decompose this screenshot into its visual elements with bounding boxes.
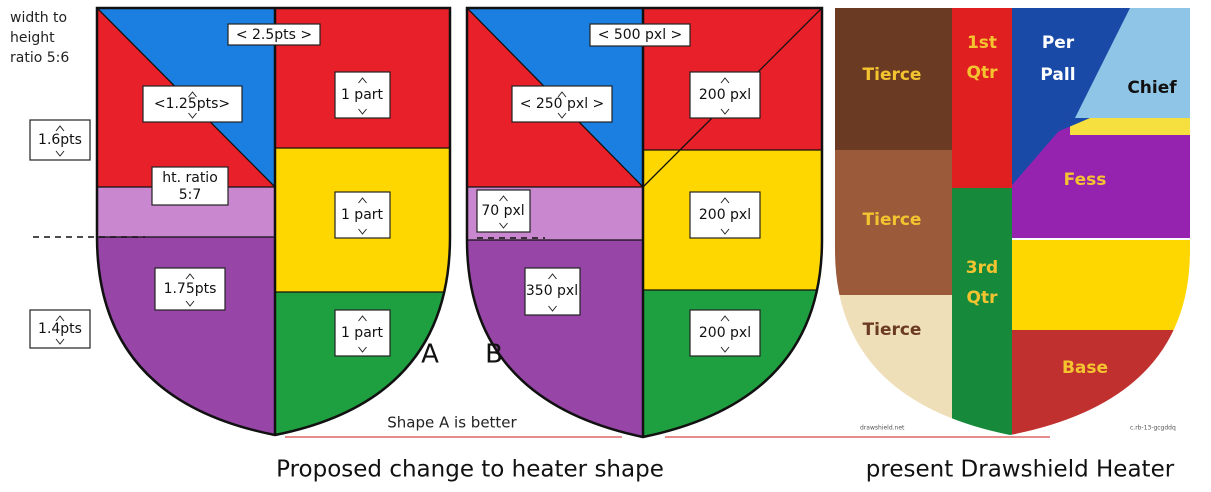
label: 350 pxl (526, 283, 578, 299)
field (952, 8, 1012, 188)
arrow-chevron (720, 228, 730, 235)
arrow-chevron (499, 222, 508, 229)
arrow-chevron (55, 338, 65, 345)
shape-letter: A (421, 340, 439, 370)
label-box (589, 23, 691, 47)
label-box (334, 191, 391, 239)
label: 1.75pts (164, 281, 217, 297)
field (835, 8, 952, 150)
label: 5:7 (179, 187, 202, 203)
left-note: width to height ratio 5:6 (10, 10, 69, 66)
per-pall: Per (1042, 33, 1075, 53)
label-box (689, 71, 761, 119)
quarter: 3rd (966, 258, 998, 278)
arrow-chevron (55, 315, 65, 322)
label: 1.6pts (38, 132, 82, 148)
note-line: height (10, 30, 55, 46)
tierce: Tierce (863, 65, 922, 85)
field (1070, 118, 1190, 135)
arrow-chevron (720, 77, 730, 84)
chief: Chief (1127, 78, 1177, 98)
label-box (524, 267, 581, 316)
arrow-chevron (499, 195, 508, 202)
note-line: width to (10, 10, 67, 26)
arrow-chevron (188, 112, 197, 119)
arrow-chevron (358, 197, 367, 204)
field (1012, 330, 1190, 435)
arrow-chevron (185, 273, 195, 280)
label: 70 pxl (481, 203, 524, 219)
quarter: Qtr (967, 63, 999, 83)
arrow-chevron (358, 108, 367, 115)
per-pall: Pall (1040, 65, 1075, 85)
quarter: 1st (967, 33, 997, 53)
arrow-chevron (557, 91, 567, 98)
label: 200 pxl (699, 87, 751, 103)
fess: Fess (1064, 170, 1107, 190)
code: c.rb-13-gcgddq (1130, 425, 1176, 432)
label: < 500 pxl > (598, 27, 683, 43)
arrow-chevron (188, 91, 197, 98)
shield-a (97, 8, 450, 435)
arrow-chevron (548, 305, 557, 312)
note-line: ratio 5:6 (10, 50, 69, 66)
arrow-chevron (720, 197, 730, 204)
arrow-chevron (720, 346, 730, 353)
arrow-chevron (55, 125, 65, 132)
drawshield-heater (835, 8, 1190, 435)
field (835, 150, 952, 295)
label: 1 part (341, 87, 384, 103)
quarter: Qtr (967, 288, 999, 308)
arrow-chevron (548, 273, 557, 280)
shield-outline (465, 6, 824, 439)
arrow-chevron (358, 77, 367, 84)
labels: < 2.5pts > <1.25pts> 1.6pts ht. ratio 5:… (29, 23, 761, 432)
comparison: Shape A is better (387, 414, 517, 432)
caption: Proposed change to heater shape (276, 457, 664, 483)
caption: present Drawshield Heater (866, 457, 1175, 483)
label: 1.4pts (38, 321, 82, 337)
arrow-chevron (358, 228, 367, 235)
label-box (154, 267, 226, 311)
field (835, 295, 952, 435)
field (952, 188, 1012, 435)
label: ht. ratio (162, 170, 218, 186)
arrow-chevron (358, 346, 367, 353)
label-box (476, 189, 531, 233)
label-box (689, 309, 761, 357)
label-box (689, 191, 761, 239)
shape-letter: B (485, 340, 503, 370)
tierce: Tierce (863, 210, 922, 230)
label-box (227, 23, 321, 46)
credit: drawshield.net (860, 425, 905, 432)
label: <1.25pts> (154, 96, 230, 112)
arrow-chevron (720, 108, 730, 115)
label-box (151, 166, 229, 206)
label-box (334, 309, 391, 357)
arrow-chevron (55, 150, 65, 157)
label: 200 pxl (699, 207, 751, 223)
shield-outline (95, 6, 452, 437)
label: < 2.5pts > (236, 27, 312, 43)
drawshield-labels: Tierce Tierce Tierce 1st Qtr 3rd Qtr Per… (860, 33, 1177, 432)
arrow-chevron (720, 315, 730, 322)
label: 200 pxl (699, 325, 751, 341)
base: Base (1062, 358, 1108, 378)
arrow-chevron (358, 315, 367, 322)
arrow-chevron (557, 112, 567, 119)
tierce: Tierce (863, 320, 922, 340)
label: 1 part (341, 325, 384, 341)
field (1012, 240, 1190, 330)
label: < 250 pxl > (520, 96, 605, 112)
label: 1 part (341, 207, 384, 223)
arrow-chevron (185, 300, 195, 307)
label-box (334, 71, 391, 119)
